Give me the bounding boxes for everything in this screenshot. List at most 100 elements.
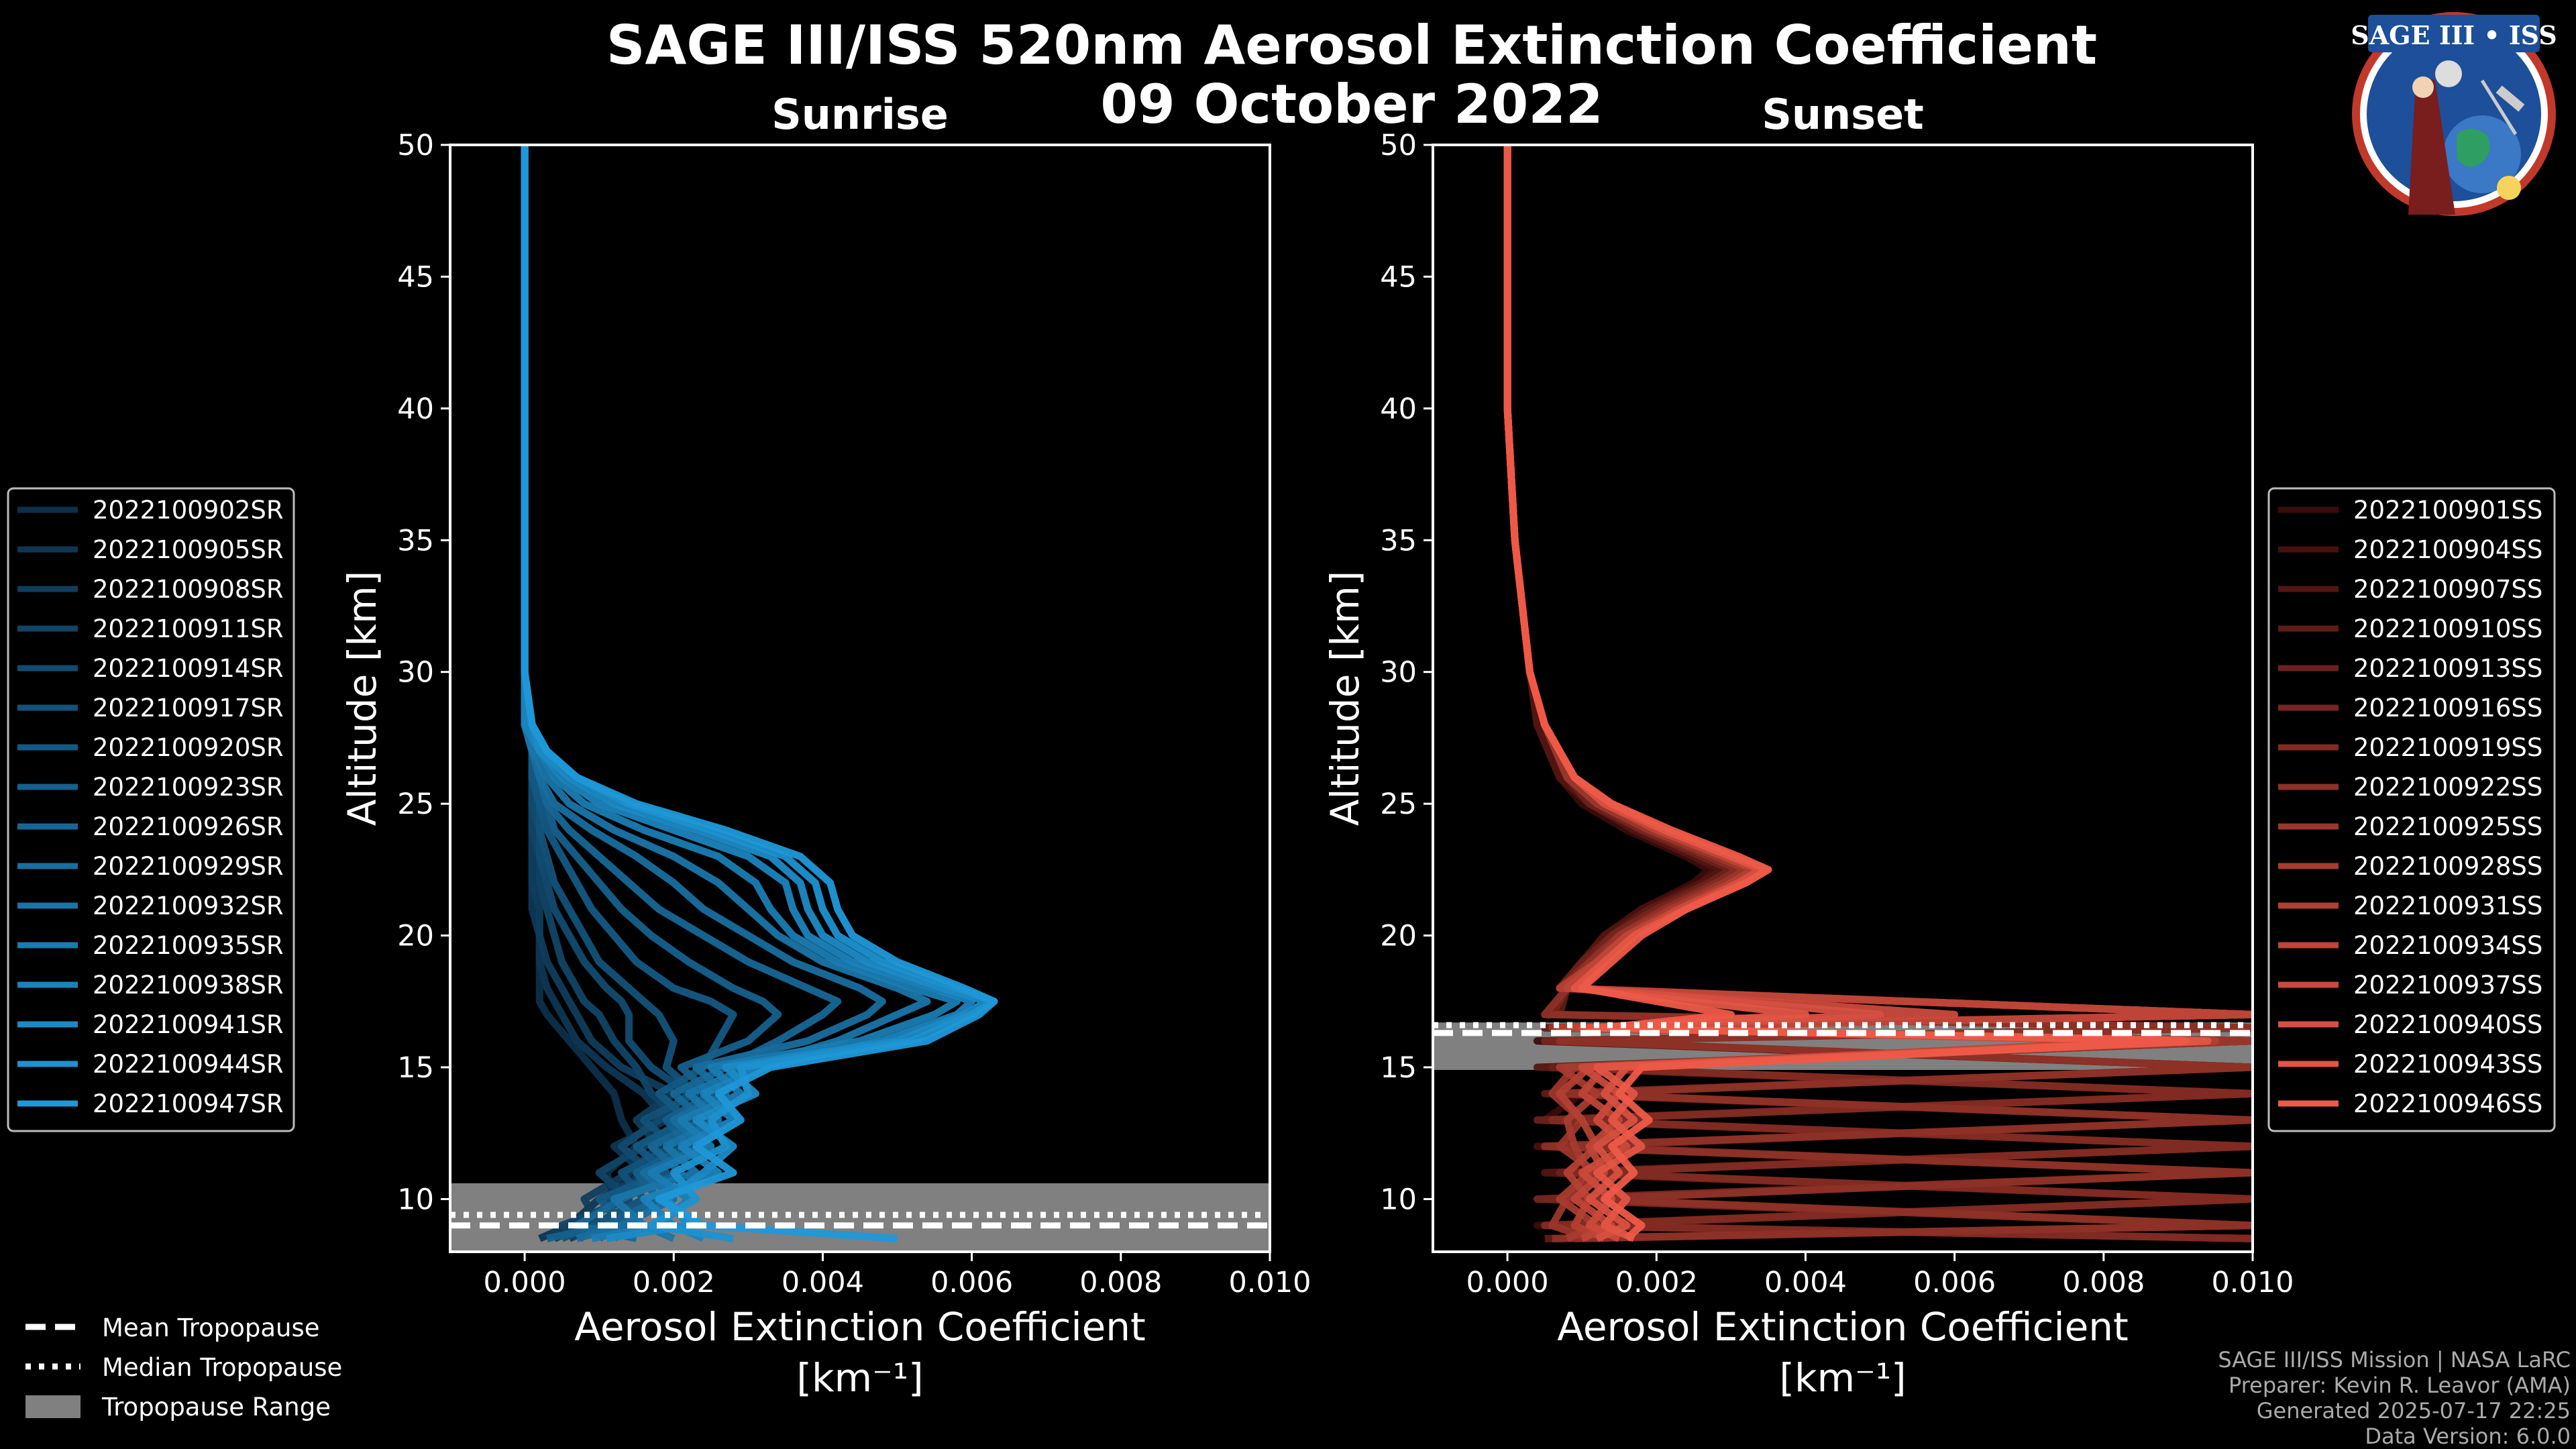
median-tropopause-label: Median Tropopause: [102, 1353, 342, 1382]
sunset-legend-label: 2022100913SS: [2353, 654, 2542, 683]
sunrise-legend-label: 2022100911SR: [93, 614, 284, 643]
sunset-legend: 2022100901SS 2022100904SS 2022100907SS 2022…: [2267, 487, 2556, 1132]
footer-generated: Generated 2025-07-17 22:25: [2257, 1398, 2571, 1424]
sunrise-legend-label: 2022100905SR: [93, 535, 284, 564]
sunset-plot-frame: [1432, 144, 2254, 1253]
sunset-legend-label: 2022100907SS: [2353, 575, 2542, 604]
sunrise-series-line: [521, 145, 998, 1242]
sunrise-legend-label: 2022100908SR: [93, 575, 284, 604]
sunset-ytick-label: 30: [1380, 656, 1417, 690]
logo-figure-head: [2412, 76, 2434, 98]
main-title: SAGE III/ISS 520nm Aerosol Extinction Co…: [606, 14, 2097, 76]
sunrise-ytick-label: 10: [397, 1183, 434, 1216]
sunset-axis-ticks: 0.000 0.002 0.004 0.006 0.008 0.010 10 15 20 25 30…: [1380, 129, 2294, 1299]
sunrise-axis-ticks: 0.000 0.002 0.004 0.006 0.008 0.010 10 15 20 25 30…: [397, 129, 1311, 1299]
logo-figure-robe: [2408, 78, 2455, 215]
sunset-ylabel: Altitude [km]: [1322, 571, 1368, 826]
logo-continent: [2457, 129, 2490, 167]
sunrise-legend-label: 2022100926SR: [93, 812, 284, 841]
sunset-xtick-label: 0.000: [1466, 1266, 1549, 1299]
sunset-legend-label: 2022100901SS: [2353, 496, 2542, 525]
sunset-legend-label: 2022100946SS: [2353, 1089, 2542, 1118]
sunset-legend-label: 2022100934SS: [2353, 931, 2542, 960]
footer-mission: SAGE III/ISS Mission | NASA LaRC: [2218, 1347, 2571, 1373]
sunrise-ytick-label: 25: [397, 788, 434, 821]
sunrise-plot-frame: [449, 144, 1271, 1253]
sunset-ytick-label: 25: [1380, 788, 1417, 821]
sunset-legend-label: 2022100928SS: [2353, 852, 2542, 881]
sunrise-plot: 0.000 0.002 0.004 0.006 0.008 0.010 10 15 20 25 30…: [339, 129, 1311, 1401]
sunset-legend-label: 2022100940SS: [2353, 1010, 2542, 1039]
sunrise-xtick-label: 0.008: [1079, 1266, 1162, 1299]
sunset-legend-label: 2022100910SS: [2353, 614, 2542, 643]
logo-sun: [2497, 176, 2521, 200]
sunrise-panel-title: Sunrise: [771, 90, 949, 139]
sunrise-legend-label: 2022100941SR: [93, 1010, 284, 1039]
sunrise-legend-label: 2022100929SR: [93, 852, 284, 881]
sunset-xtick-label: 0.002: [1615, 1266, 1698, 1299]
sunrise-legend-label: 2022100947SR: [93, 1089, 284, 1118]
sunrise-xunit: [km⁻¹]: [796, 1355, 923, 1401]
sunrise-legend-label: 2022100920SR: [93, 733, 284, 762]
footer-credits: SAGE III/ISS Mission | NASA LaRC Prepare…: [2218, 1347, 2571, 1449]
tropopause-range-swatch: [25, 1395, 80, 1418]
sunrise-legend-label: 2022100935SR: [93, 931, 284, 960]
sunrise-ytick-label: 45: [397, 260, 434, 294]
sunrise-legend-label: 2022100944SR: [93, 1050, 284, 1079]
tropopause-legend: Mean Tropopause Median Tropopause Tropop…: [25, 1313, 342, 1421]
sunrise-xtick-label: 0.000: [484, 1266, 566, 1299]
mean-tropopause-label: Mean Tropopause: [102, 1313, 320, 1342]
sunset-legend-label: 2022100937SS: [2353, 971, 2542, 1000]
sunrise-legend-label: 2022100938SR: [93, 971, 284, 1000]
sunset-legend-label: 2022100922SS: [2353, 773, 2542, 802]
sunrise-ytick-label: 40: [397, 392, 434, 426]
sunset-legend-label: 2022100931SS: [2353, 892, 2542, 920]
main-date: 09 October 2022: [1100, 73, 1603, 136]
sunset-ytick-label: 10: [1380, 1183, 1417, 1216]
sunrise-ytick-label: 15: [397, 1051, 434, 1085]
sunset-ytick-label: 15: [1380, 1051, 1417, 1085]
sunrise-legend-label: 2022100917SR: [93, 694, 284, 722]
sunset-series-line: [1503, 145, 2190, 1242]
sunset-legend-box: [2267, 487, 2556, 1132]
sunrise-xtick-label: 0.002: [633, 1266, 715, 1299]
sunset-ytick-label: 45: [1380, 260, 1417, 294]
sunset-xtick-label: 0.004: [1764, 1266, 1847, 1299]
sunrise-ytick-label: 35: [397, 524, 434, 557]
sunset-xtick-label: 0.010: [2211, 1266, 2294, 1299]
sage-iii-iss-logo: SAGE III • ISS: [2351, 12, 2557, 216]
sunrise-legend-box: [7, 487, 295, 1132]
sunrise-ytick-label: 20: [397, 920, 434, 953]
sunset-legend-label: 2022100925SS: [2353, 812, 2542, 841]
sunrise-xtick-label: 0.010: [1228, 1266, 1311, 1299]
sunset-ytick-label: 20: [1380, 920, 1417, 953]
sunset-ytick-label: 40: [1380, 392, 1417, 426]
sunrise-series-group: [521, 145, 998, 1242]
sunrise-xtick-label: 0.006: [930, 1266, 1013, 1299]
logo-iss-beam: [2480, 79, 2518, 136]
logo-title-text: SAGE III • ISS: [2351, 20, 2557, 50]
sunset-xtick-label: 0.006: [1913, 1266, 1996, 1299]
footer-preparer: Preparer: Kevin R. Leavor (AMA): [2229, 1373, 2571, 1398]
sunrise-legend-label: 2022100923SR: [93, 773, 284, 802]
sunset-plot: 0.000 0.002 0.004 0.006 0.008 0.010 10 15 20 25 30…: [1322, 129, 2294, 1401]
sunset-panel-title: Sunset: [1762, 90, 1924, 139]
sunrise-xlabel: Aerosol Extinction Coefficient: [574, 1304, 1146, 1350]
sunrise-ytick-label: 50: [397, 129, 434, 162]
sunset-series-group: [1503, 145, 2253, 1242]
sunrise-plot-area: [450, 145, 1270, 1252]
sunrise-legend-label: 2022100914SR: [93, 654, 284, 683]
sunset-legend-label: 2022100943SS: [2353, 1050, 2542, 1079]
sunrise-ytick-label: 30: [397, 656, 434, 690]
sunset-ytick-label: 35: [1380, 524, 1417, 557]
sunset-ytick-label: 50: [1380, 129, 1417, 162]
sunset-xunit: [km⁻¹]: [1779, 1355, 1906, 1401]
sunset-legend-label: 2022100916SS: [2353, 694, 2542, 722]
sunrise-legend: 2022100902SR 2022100905SR 2022100908SR 2022…: [7, 487, 295, 1132]
sunrise-ylabel: Altitude [km]: [339, 571, 385, 826]
sunset-xlabel: Aerosol Extinction Coefficient: [1557, 1304, 2129, 1350]
logo-iss-panel: [2496, 85, 2525, 112]
sunrise-legend-label: 2022100932SR: [93, 892, 284, 920]
sunset-legend-label: 2022100919SS: [2353, 733, 2542, 762]
